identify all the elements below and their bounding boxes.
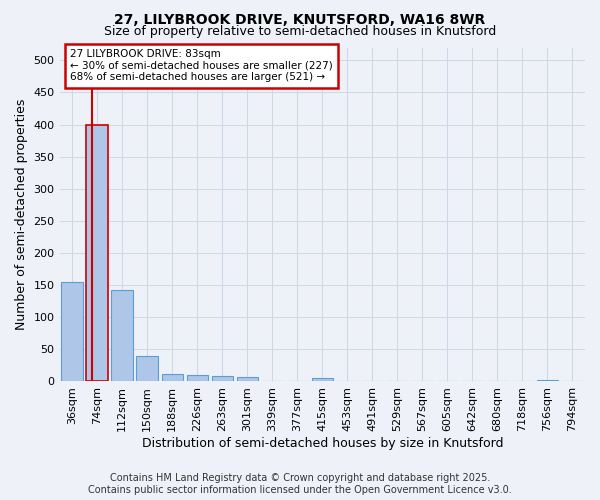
Text: 27, LILYBROOK DRIVE, KNUTSFORD, WA16 8WR: 27, LILYBROOK DRIVE, KNUTSFORD, WA16 8WR xyxy=(115,12,485,26)
Bar xyxy=(61,282,83,382)
Text: 27 LILYBROOK DRIVE: 83sqm
← 30% of semi-detached houses are smaller (227)
68% of: 27 LILYBROOK DRIVE: 83sqm ← 30% of semi-… xyxy=(70,49,333,82)
Bar xyxy=(136,356,158,382)
Bar xyxy=(161,374,183,382)
Bar xyxy=(311,378,333,382)
Bar xyxy=(112,290,133,382)
Bar xyxy=(537,380,558,382)
Bar xyxy=(236,377,258,382)
Bar xyxy=(86,124,108,382)
X-axis label: Distribution of semi-detached houses by size in Knutsford: Distribution of semi-detached houses by … xyxy=(142,437,503,450)
Bar xyxy=(212,376,233,382)
Text: Contains HM Land Registry data © Crown copyright and database right 2025.
Contai: Contains HM Land Registry data © Crown c… xyxy=(88,474,512,495)
Bar xyxy=(187,375,208,382)
Y-axis label: Number of semi-detached properties: Number of semi-detached properties xyxy=(15,99,28,330)
Text: Size of property relative to semi-detached houses in Knutsford: Size of property relative to semi-detach… xyxy=(104,25,496,38)
